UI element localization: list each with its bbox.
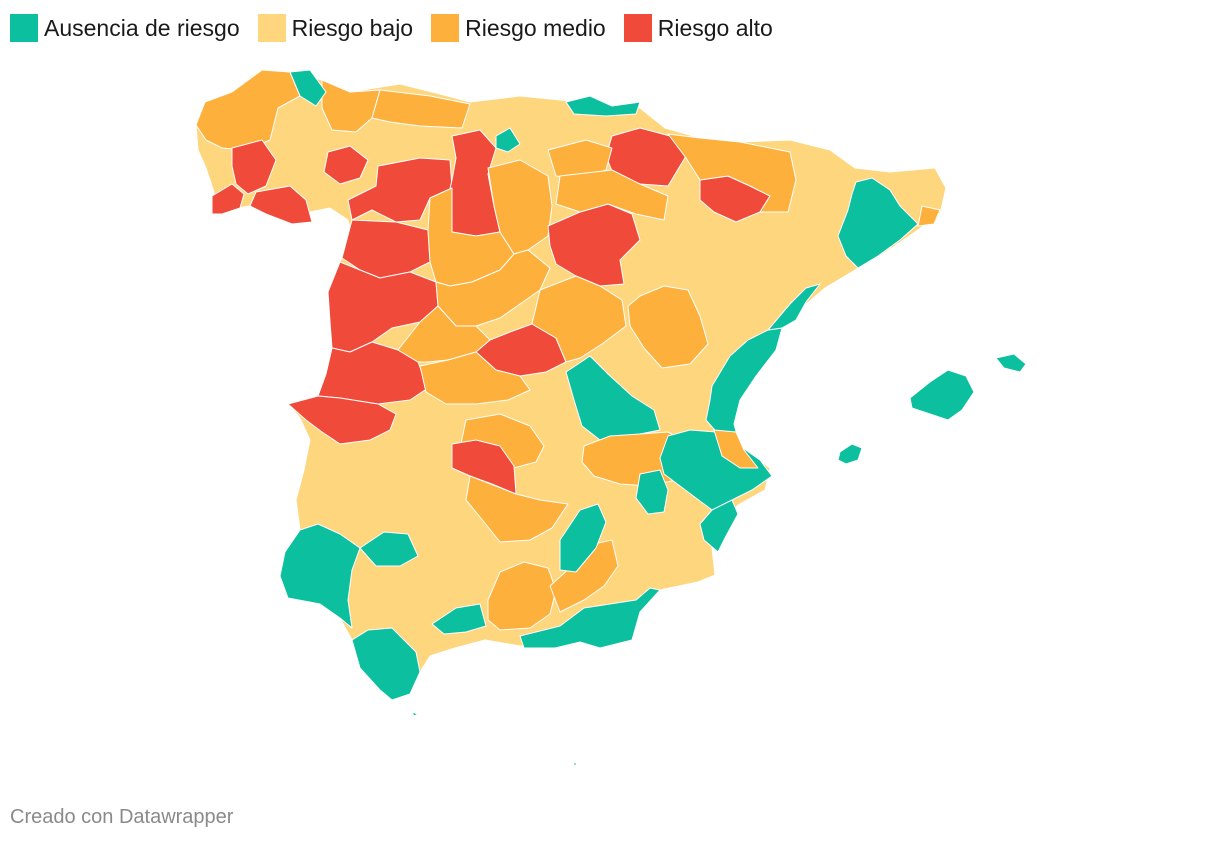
legend-swatch-none xyxy=(10,14,38,42)
region-ourense-high xyxy=(231,139,277,195)
region-sw-galicia-high xyxy=(249,185,313,225)
region-navarra-high xyxy=(605,127,687,187)
region-catalonia-none xyxy=(837,177,919,269)
region-granada-medium xyxy=(487,561,557,631)
region-alicante-south-none xyxy=(699,499,739,553)
region-malaga-none xyxy=(431,603,487,635)
region-asturias-none xyxy=(289,69,327,107)
region-jaen-medium xyxy=(465,475,569,543)
region-zaragoza-medium xyxy=(555,169,669,221)
region-rioja-medium xyxy=(547,139,613,179)
region-caceres-north-high xyxy=(327,261,439,353)
map-svg xyxy=(195,69,1027,767)
region-sevilla-north-none xyxy=(359,531,419,567)
region-huesca-medium xyxy=(667,133,797,213)
datawrapper-credit: Creado con Datawrapper xyxy=(10,806,234,828)
region-huelva-none xyxy=(279,523,361,629)
region-north-medium xyxy=(371,89,471,129)
region-basque-none xyxy=(565,95,641,117)
legend-item-none: Ausencia de riesgo xyxy=(10,14,240,42)
region-asturias-medium xyxy=(321,79,381,133)
region-valencia-none xyxy=(705,327,783,447)
region-toledo-medium xyxy=(419,351,531,405)
island-menorca-none xyxy=(995,353,1027,373)
region-castellon-none xyxy=(767,283,821,331)
region-teruel-medium xyxy=(627,285,709,369)
region-burgos-none xyxy=(495,127,521,153)
region-almeria-none xyxy=(519,587,661,649)
legend-swatch-low xyxy=(257,14,286,42)
region-alicante-medium xyxy=(713,429,759,469)
region-pontevedra-high xyxy=(211,183,245,215)
legend-item-low: Riesgo bajo xyxy=(257,14,414,42)
legend-swatch-medium xyxy=(431,14,460,42)
region-burgos-medium xyxy=(487,159,553,255)
legend-label-none: Ausencia de riesgo xyxy=(44,14,240,41)
ceuta-none xyxy=(411,711,419,717)
melilla-none xyxy=(573,761,578,767)
legend-label-medium: Riesgo medio xyxy=(465,14,606,41)
legend-label-high: Riesgo alto xyxy=(657,14,773,41)
region-zamora-high xyxy=(347,157,453,223)
region-cuenca-none xyxy=(565,355,661,441)
region-badajoz-high xyxy=(287,395,397,445)
legend-item-high: Riesgo alto xyxy=(623,14,773,42)
region-cadiz-none xyxy=(351,627,421,701)
region-leon-west-high xyxy=(323,145,369,185)
spain-risk-map xyxy=(0,60,1220,780)
region-jaen-none xyxy=(559,503,607,573)
region-galicia-medium xyxy=(195,69,301,151)
region-girona-medium xyxy=(917,205,941,227)
island-ibiza-none xyxy=(837,443,863,465)
island-mallorca-none xyxy=(909,369,975,421)
legend: Ausencia de riesgo Riesgo bajo Riesgo me… xyxy=(10,12,791,44)
region-guadalajara-medium xyxy=(531,275,627,363)
legend-swatch-high xyxy=(623,14,652,42)
legend-label-low: Riesgo bajo xyxy=(291,14,414,41)
region-murcia-none xyxy=(635,469,669,515)
legend-item-medium: Riesgo medio xyxy=(431,14,606,42)
